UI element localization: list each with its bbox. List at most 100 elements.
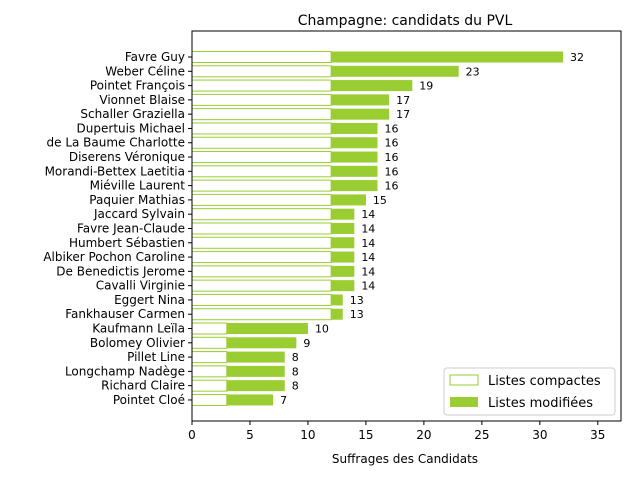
y-tick-label: Favre Guy (125, 50, 185, 64)
y-tick-label: Richard Claire (101, 379, 185, 393)
bar-modifiees (331, 237, 355, 249)
bar-modifiees (331, 151, 378, 163)
value-label: 16 (385, 122, 399, 135)
bar-compactes (191, 51, 332, 63)
legend-label-compactes: Listes compactes (488, 374, 601, 389)
bar-modifiees (331, 294, 343, 306)
value-label: 8 (292, 351, 299, 364)
value-label: 8 (292, 365, 299, 378)
bar-modifiees (331, 222, 355, 234)
bar-modifiees (226, 380, 285, 392)
bar-modifiees (226, 351, 285, 363)
bar-compactes (191, 308, 332, 321)
value-label: 32 (570, 51, 584, 64)
y-tick-label: Cavalli Virginie (96, 279, 185, 293)
value-label: 17 (396, 108, 410, 121)
bar-modifiees (331, 80, 413, 92)
x-tick-label: 35 (590, 428, 605, 442)
x-axis-label: Suffrages des Candidats (332, 452, 478, 466)
y-tick-label: De Benedictis Jerome (56, 264, 185, 278)
y-tick-label: Favre Jean-Claude (77, 221, 185, 235)
x-tick-label: 15 (358, 428, 373, 442)
x-tick-label: 20 (416, 428, 431, 442)
y-tick-label: Morandi-Bettex Laetitia (45, 164, 185, 178)
chart-title: Champagne: candidats du PVL (298, 13, 513, 29)
bar-compactes (191, 351, 228, 364)
bar-compactes (191, 79, 332, 92)
legend-box (443, 367, 616, 416)
y-tick-label: Miéville Laurent (90, 179, 186, 193)
bar-compactes (191, 151, 332, 164)
legend-swatch-modifiees (450, 397, 478, 407)
bar-modifiees (331, 265, 355, 277)
value-label: 8 (292, 380, 299, 393)
x-tick-label: 5 (246, 428, 254, 442)
y-tick-label: Fankhauser Carmen (65, 307, 185, 321)
bar-compactes (191, 122, 332, 135)
bar-compactes (191, 365, 228, 378)
bar-modifiees (331, 65, 459, 77)
bar-modifiees (331, 137, 378, 149)
y-tick-label: Kaufmann Leïla (92, 322, 185, 336)
value-label: 14 (361, 280, 375, 293)
value-label: 7 (280, 394, 287, 407)
bar-compactes (191, 393, 228, 406)
value-label: 13 (350, 308, 364, 321)
bar-compactes (191, 265, 332, 278)
value-label: 16 (385, 165, 399, 178)
bar-modifiees (226, 365, 285, 377)
bar-compactes (191, 165, 332, 178)
y-tick-label: de La Baume Charlotte (47, 136, 186, 150)
bar-modifiees (331, 280, 355, 292)
legend-label-modifiees: Listes modifiées (488, 396, 593, 411)
bar-modifiees (331, 208, 355, 220)
bar-compactes (191, 379, 228, 392)
y-tick-label: Pointet Cloé (113, 393, 185, 407)
bar-compactes (191, 236, 332, 249)
bar-compactes (191, 93, 332, 106)
y-tick-label: Schaller Graziella (80, 107, 185, 121)
bar-modifiees (226, 394, 274, 406)
bar-modifiees (331, 308, 343, 320)
bar-compactes (191, 279, 332, 292)
x-tick-label: 25 (474, 428, 489, 442)
bar-compactes (191, 322, 228, 335)
value-label: 13 (350, 294, 364, 307)
value-label: 14 (361, 251, 375, 264)
bar-modifiees (331, 180, 378, 192)
value-label: 17 (396, 94, 410, 107)
y-tick-label: Vionnet Blaise (99, 93, 185, 107)
value-label: 23 (466, 65, 480, 78)
value-label: 10 (315, 323, 329, 336)
bar-modifiees (331, 122, 378, 134)
bar-modifiees (331, 165, 378, 177)
y-tick-label: Pillet Line (127, 350, 185, 364)
x-tick-label: 0 (188, 428, 196, 442)
bar-modifiees (331, 94, 390, 106)
bar-modifiees (226, 323, 308, 335)
bar-compactes (191, 251, 332, 264)
y-tick-label: Longchamp Nadège (65, 364, 185, 378)
y-tick-label: Humbert Sébastien (69, 236, 185, 250)
bar-compactes (191, 193, 332, 206)
y-tick-label: Pointet François (90, 79, 185, 93)
bar-modifiees (331, 251, 355, 263)
y-tick-label: Eggert Nina (114, 293, 185, 307)
bar-compactes (191, 293, 332, 306)
bar-compactes (191, 136, 332, 149)
x-tick-label: 30 (532, 428, 547, 442)
plot-frame (191, 30, 622, 422)
plot-area: 32 Favre Guy 23 Weber Céline 19 Pointet Franç… (43, 30, 622, 442)
value-label: 14 (361, 222, 375, 235)
y-tick-label: Bolomey Olivier (90, 336, 185, 350)
y-tick-label: Jaccard Sylvain (93, 207, 185, 221)
legend: Listes compactes Listes modifiées (443, 367, 616, 416)
bar-modifiees (331, 108, 390, 120)
bar-compactes (191, 108, 332, 121)
legend-swatch-compactes (449, 374, 479, 386)
y-tick-label: Dupertuis Michael (77, 121, 185, 135)
bar-compactes (191, 208, 332, 221)
x-tick-label: 10 (300, 428, 315, 442)
value-label: 15 (373, 194, 387, 207)
bar-compactes (191, 222, 332, 235)
